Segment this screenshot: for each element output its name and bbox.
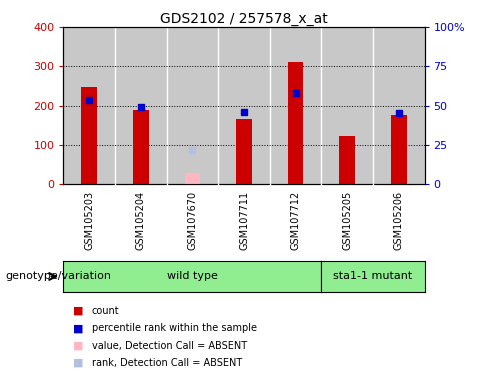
Text: GSM105205: GSM105205: [342, 190, 352, 250]
Text: GSM105204: GSM105204: [136, 190, 146, 250]
Text: count: count: [92, 306, 120, 316]
Text: wild type: wild type: [167, 271, 218, 281]
Text: genotype/variation: genotype/variation: [5, 271, 111, 281]
Text: GSM105206: GSM105206: [394, 190, 404, 250]
Text: ■: ■: [73, 323, 84, 333]
Bar: [322, 27, 373, 184]
Bar: [218, 27, 270, 184]
Bar: [184, 173, 200, 184]
Text: GSM107670: GSM107670: [187, 190, 198, 250]
Bar: [288, 62, 304, 184]
Bar: [236, 119, 252, 184]
Bar: [166, 27, 218, 184]
Text: percentile rank within the sample: percentile rank within the sample: [92, 323, 257, 333]
Bar: [391, 116, 407, 184]
Text: rank, Detection Call = ABSENT: rank, Detection Call = ABSENT: [92, 358, 242, 368]
Bar: [115, 27, 166, 184]
Text: GSM107712: GSM107712: [290, 190, 301, 250]
Bar: [270, 27, 322, 184]
Text: GSM107711: GSM107711: [239, 190, 249, 250]
Bar: [133, 109, 148, 184]
Text: sta1-1 mutant: sta1-1 mutant: [333, 271, 412, 281]
Bar: [81, 87, 97, 184]
Text: GDS2102 / 257578_x_at: GDS2102 / 257578_x_at: [160, 12, 328, 25]
Text: GSM105203: GSM105203: [84, 190, 94, 250]
Bar: [340, 136, 355, 184]
Text: ■: ■: [73, 358, 84, 368]
Text: ■: ■: [73, 306, 84, 316]
Text: value, Detection Call = ABSENT: value, Detection Call = ABSENT: [92, 341, 247, 351]
Bar: [63, 27, 115, 184]
Text: ■: ■: [73, 341, 84, 351]
Bar: [373, 27, 425, 184]
